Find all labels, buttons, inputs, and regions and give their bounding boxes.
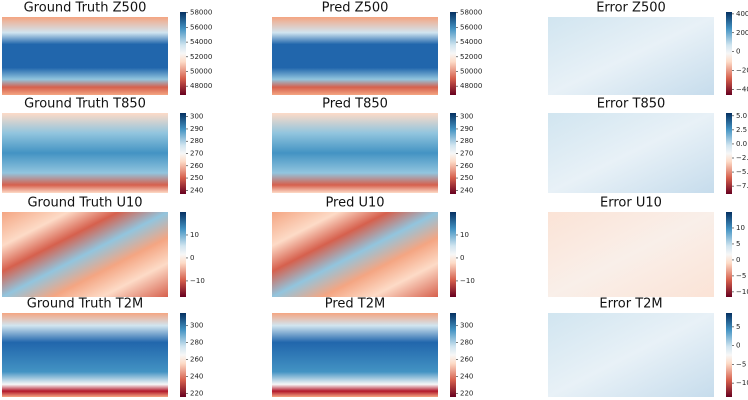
colorbar-tick-label: 250 — [460, 174, 473, 182]
map — [2, 212, 168, 297]
map — [548, 212, 714, 297]
colorbar-tick-label: 54000 — [190, 38, 212, 46]
colorbar-tick-label: 260 — [460, 356, 473, 364]
colorbar-tick-label: 10 — [460, 231, 469, 239]
colorbar-tick-label: 260 — [190, 162, 203, 170]
map — [2, 17, 168, 95]
colorbar-tick-label: 0.0 — [736, 140, 747, 148]
colorbar-tick-label: 0 — [460, 254, 464, 262]
colorbar-tick-label: 10 — [736, 224, 745, 232]
colorbar-tick-label: −10 — [736, 379, 748, 387]
colorbar — [726, 12, 732, 95]
panel-title: Ground Truth Z500 — [24, 1, 147, 16]
colorbar-tick-label: 290 — [190, 125, 203, 133]
colorbar-tick-label: 200 — [736, 29, 748, 37]
colorbar-tick-label: 0 — [736, 342, 740, 350]
panel-title: Ground Truth T2M — [27, 297, 143, 312]
colorbar-tick-label: −10 — [736, 288, 748, 296]
colorbar-tick-label: 5.0 — [736, 112, 747, 120]
colorbar-tick-label: 280 — [190, 137, 203, 145]
colorbar — [450, 12, 456, 95]
colorbar — [726, 212, 732, 297]
colorbar-tick-label: 300 — [190, 113, 203, 121]
colorbar-tick-label: −5.0 — [736, 168, 748, 176]
map — [548, 17, 714, 95]
colorbar — [450, 313, 456, 397]
colorbar-tick-label: 260 — [460, 162, 473, 170]
colorbar-tick-label: 220 — [460, 390, 473, 398]
colorbar-tick-label: 300 — [460, 322, 473, 330]
colorbar-tick-label: −10 — [460, 277, 475, 285]
colorbar-tick-label: −400 — [736, 85, 748, 93]
panel-title: Ground Truth U10 — [27, 196, 142, 211]
colorbar-tick-label: 58000 — [190, 9, 212, 17]
map — [272, 212, 438, 297]
panel-title: Pred Z500 — [322, 1, 389, 16]
colorbar-tick-label: 240 — [190, 186, 203, 194]
colorbar-tick-label: −200 — [736, 66, 748, 74]
colorbar-tick-label: −5 — [736, 272, 746, 280]
colorbar-tick-label: 260 — [190, 356, 203, 364]
colorbar-tick-label: 50000 — [190, 67, 212, 75]
map — [272, 113, 438, 193]
colorbar — [180, 212, 186, 297]
map — [548, 313, 714, 397]
colorbar-tick-label: 54000 — [460, 38, 482, 46]
panel-title: Error Z500 — [596, 1, 666, 16]
colorbar-tick-label: 2.5 — [736, 126, 747, 134]
colorbar — [180, 113, 186, 194]
colorbar-tick-label: 56000 — [190, 23, 212, 31]
colorbar-tick-label: 300 — [190, 322, 203, 330]
panel-title: Pred U10 — [325, 196, 384, 211]
colorbar-tick-label: 50000 — [460, 67, 482, 75]
colorbar-tick-label: 48000 — [460, 82, 482, 90]
colorbar-tick-label: −7.5 — [736, 182, 748, 190]
colorbar-tick-label: 240 — [460, 186, 473, 194]
colorbar — [726, 313, 732, 397]
colorbar — [726, 113, 732, 194]
colorbar-tick-label: 48000 — [190, 82, 212, 90]
panel-title: Pred T2M — [325, 297, 385, 312]
map — [2, 113, 168, 193]
colorbar-tick-label: 5 — [736, 323, 740, 331]
colorbar — [180, 12, 186, 95]
panel-title: Error U10 — [600, 196, 662, 211]
colorbar-tick-label: 10 — [190, 231, 199, 239]
colorbar-tick-label: −5 — [736, 360, 746, 368]
colorbar-tick-label: 0 — [736, 256, 740, 264]
colorbar-tick-label: 240 — [190, 373, 203, 381]
colorbar-tick-label: 280 — [460, 339, 473, 347]
colorbar-tick-label: 280 — [460, 137, 473, 145]
colorbar-tick-label: 0 — [736, 48, 740, 56]
colorbar-tick-label: 0 — [190, 254, 194, 262]
map — [548, 113, 714, 193]
panel-title: Ground Truth T850 — [24, 97, 146, 112]
map — [2, 313, 168, 397]
colorbar-tick-label: 240 — [460, 373, 473, 381]
colorbar-tick-label: 400 — [736, 10, 748, 18]
colorbar-tick-label: 56000 — [460, 23, 482, 31]
colorbar-tick-label: 290 — [460, 125, 473, 133]
colorbar-tick-label: 280 — [190, 339, 203, 347]
map — [272, 313, 438, 397]
colorbar-tick-label: 250 — [190, 174, 203, 182]
colorbar — [180, 313, 186, 397]
panel-title: Error T2M — [599, 297, 662, 312]
colorbar-tick-label: 58000 — [460, 9, 482, 17]
colorbar-tick-label: 5 — [736, 240, 740, 248]
panel-title: Pred T850 — [322, 97, 388, 112]
map — [272, 17, 438, 95]
colorbar-tick-label: 52000 — [460, 53, 482, 61]
colorbar-tick-label: −2.5 — [736, 154, 748, 162]
colorbar-tick-label: 52000 — [190, 53, 212, 61]
colorbar — [450, 113, 456, 194]
colorbar-tick-label: −10 — [190, 277, 205, 285]
colorbar-tick-label: 300 — [460, 113, 473, 121]
colorbar-tick-label: 220 — [190, 390, 203, 398]
panel-title: Error T850 — [597, 97, 666, 112]
colorbar-tick-label: 270 — [460, 150, 473, 158]
colorbar — [450, 212, 456, 297]
colorbar-tick-label: 270 — [190, 150, 203, 158]
